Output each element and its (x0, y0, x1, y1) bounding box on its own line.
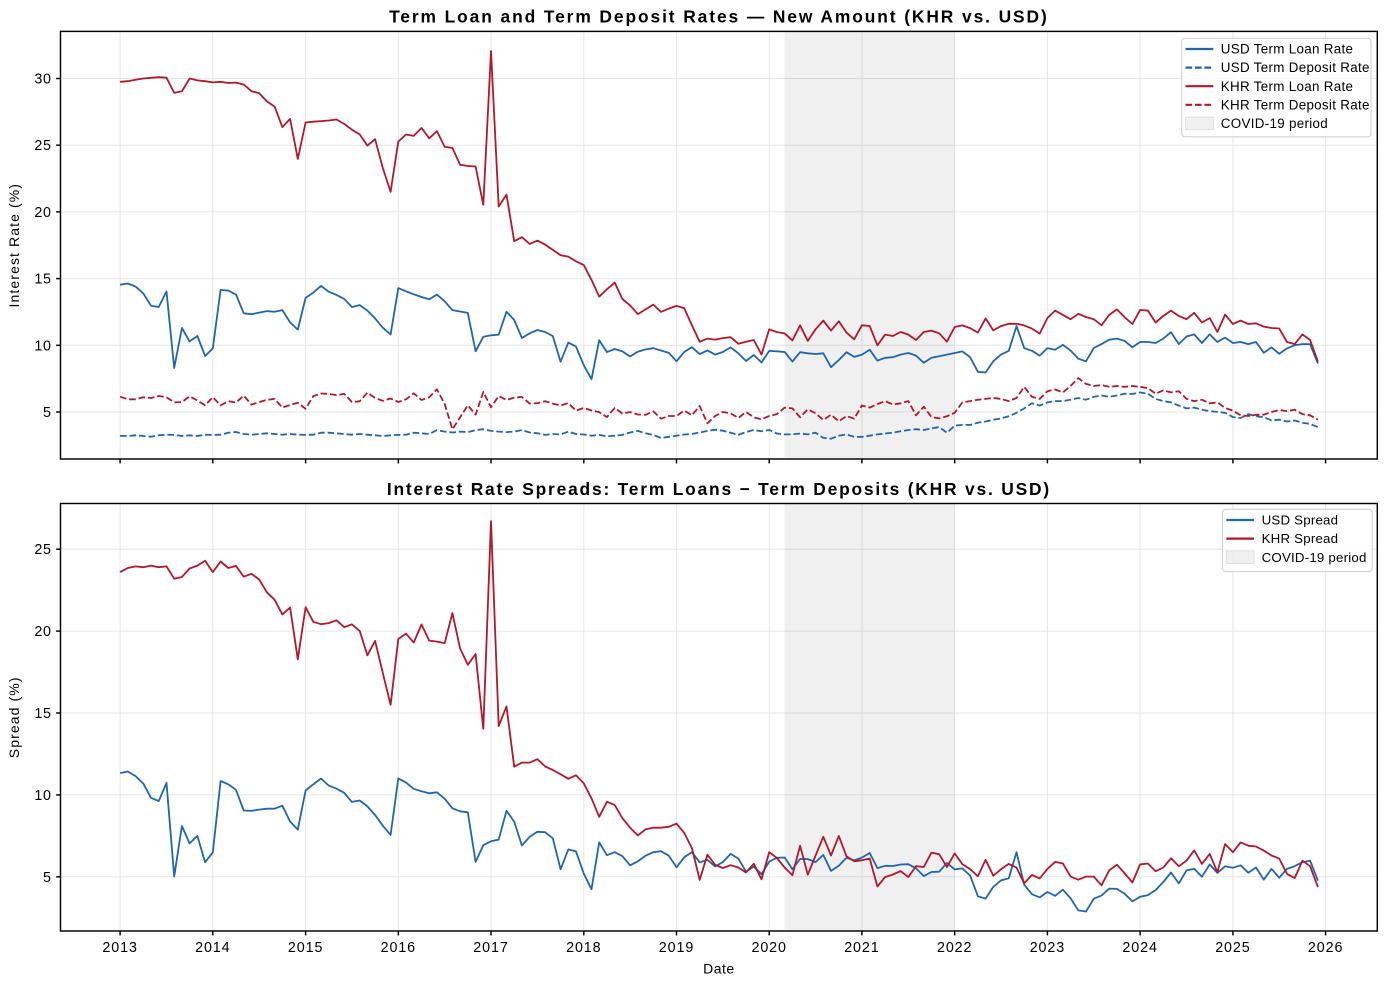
svg-text:Interest Rate (%): Interest Rate (%) (6, 183, 22, 308)
svg-text:2015: 2015 (288, 940, 323, 956)
svg-text:KHR Term Loan Rate: KHR Term Loan Rate (1221, 79, 1353, 94)
svg-text:USD Spread: USD Spread (1262, 513, 1339, 528)
svg-text:2024: 2024 (1122, 940, 1157, 956)
svg-text:USD Term Loan Rate: USD Term Loan Rate (1221, 42, 1353, 57)
svg-text:USD Term Deposit Rate: USD Term Deposit Rate (1221, 60, 1370, 75)
svg-text:5: 5 (43, 405, 52, 421)
svg-text:25: 25 (34, 138, 51, 154)
svg-text:2013: 2013 (102, 940, 137, 956)
svg-text:10: 10 (34, 788, 51, 804)
svg-text:10: 10 (34, 338, 51, 354)
svg-text:2019: 2019 (659, 940, 694, 956)
svg-text:25: 25 (34, 542, 51, 558)
svg-text:15: 15 (34, 706, 51, 722)
svg-text:2022: 2022 (937, 940, 972, 956)
svg-text:2026: 2026 (1308, 940, 1343, 956)
svg-text:2020: 2020 (751, 940, 786, 956)
svg-text:15: 15 (34, 272, 51, 288)
svg-text:2025: 2025 (1215, 940, 1250, 956)
svg-text:30: 30 (34, 72, 51, 88)
svg-text:2014: 2014 (195, 940, 230, 956)
svg-text:5: 5 (43, 870, 52, 886)
svg-text:2017: 2017 (473, 940, 508, 956)
svg-text:2023: 2023 (1030, 940, 1065, 956)
svg-text:Spread (%): Spread (%) (6, 676, 22, 758)
svg-text:Interest Rate Spreads: Term Lo: Interest Rate Spreads: Term Loans − Term… (387, 479, 1051, 499)
svg-text:2021: 2021 (844, 940, 879, 956)
svg-text:KHR Spread: KHR Spread (1262, 531, 1339, 546)
svg-text:2016: 2016 (381, 940, 416, 956)
svg-text:2018: 2018 (566, 940, 601, 956)
svg-text:KHR Term Deposit Rate: KHR Term Deposit Rate (1221, 97, 1370, 112)
svg-text:Term Loan and Term Deposit Rat: Term Loan and Term Deposit Rates — New A… (389, 7, 1049, 27)
svg-text:20: 20 (34, 205, 51, 221)
svg-text:20: 20 (34, 624, 51, 640)
svg-text:COVID-19 period: COVID-19 period (1221, 116, 1328, 131)
svg-text:COVID-19 period: COVID-19 period (1262, 550, 1367, 565)
svg-text:Date: Date (703, 961, 735, 977)
